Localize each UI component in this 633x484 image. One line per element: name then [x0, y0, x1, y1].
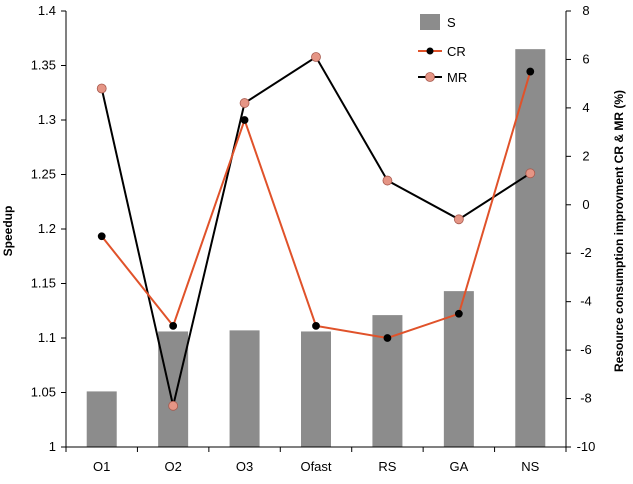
point-MR-Ofast — [311, 52, 321, 62]
y-left-tick-label: 1.1 — [38, 330, 56, 345]
legend-label-MR: MR — [447, 70, 467, 85]
point-CR-O3 — [240, 116, 249, 124]
point-MR-NS — [525, 168, 536, 179]
x-tick-label-NS: NS — [521, 459, 539, 474]
x-tick-label-O2: O2 — [164, 459, 181, 474]
y-left-tick-label: 1.3 — [38, 112, 56, 127]
y-left-tick-label: 1.4 — [38, 3, 56, 18]
x-tick-label-RS: RS — [378, 459, 396, 474]
legend-label-S: S — [447, 15, 456, 30]
x-tick-label-O3: O3 — [236, 459, 253, 474]
y-right-tick-label: -10 — [577, 439, 596, 454]
bar-O2 — [158, 331, 189, 447]
point-MR-O1 — [96, 83, 107, 94]
x-tick-label-Ofast: Ofast — [300, 459, 331, 474]
point-MR-RS — [382, 175, 393, 186]
point-CR-NS — [526, 67, 535, 76]
legend-marker-MR — [425, 72, 435, 82]
y-axis-left-title: Speedup — [1, 206, 15, 257]
point-MR-O3 — [239, 98, 250, 108]
y-right-tick-label: -8 — [580, 391, 592, 406]
point-MR-O2 — [168, 400, 179, 411]
bar-O3 — [229, 330, 260, 447]
bar-Ofast — [301, 331, 331, 447]
point-MR-GA — [453, 214, 464, 225]
legend-swatch-S — [420, 14, 440, 30]
lines-layer — [96, 52, 536, 411]
legend: S CR MR — [418, 14, 467, 85]
x-tick-label-O1: O1 — [93, 459, 110, 474]
y-right-tick-label: -2 — [580, 245, 592, 260]
y-right-tick-label: -4 — [580, 294, 592, 309]
ticks-layer: 1 1.05 1.1 1.15 1.2 1.25 1.3 1.35 1.4 -10 -8 -6 -4 -2… — [31, 3, 596, 474]
bar-O1 — [86, 391, 117, 447]
x-tick-label-GA: GA — [449, 459, 468, 474]
point-CR-O1 — [97, 232, 106, 241]
y-left-tick-label: 1 — [49, 439, 56, 454]
y-right-tick-label: 6 — [582, 51, 589, 66]
bars-layer — [86, 49, 546, 448]
y-left-tick-label: 1.2 — [38, 221, 56, 236]
legend-marker-CR — [426, 47, 434, 55]
y-left-tick-label: 1.25 — [31, 167, 56, 182]
y-left-tick-label: 1.05 — [31, 385, 56, 400]
y-axis-right-title: Resource consumption improvment CR & MR … — [612, 90, 626, 372]
point-CR-O2 — [169, 321, 178, 330]
legend-label-CR: CR — [447, 44, 466, 59]
y-right-tick-label: 4 — [582, 100, 589, 115]
y-left-tick-label: 1.15 — [31, 276, 56, 291]
y-right-tick-label: 8 — [582, 3, 589, 18]
y-right-tick-label: 0 — [582, 197, 589, 212]
y-right-tick-label: 2 — [582, 148, 589, 163]
y-left-tick-label: 1.35 — [31, 58, 56, 73]
bar-NS — [515, 49, 546, 448]
point-CR-GA — [454, 309, 463, 318]
point-CR-RS — [383, 334, 392, 342]
point-CR-Ofast — [312, 321, 320, 330]
y-right-tick-label: -6 — [580, 342, 592, 357]
